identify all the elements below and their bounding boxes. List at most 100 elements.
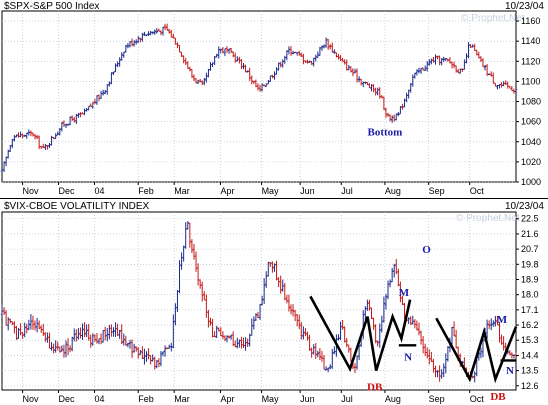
ohlc-bar [85, 324, 88, 338]
y-tick-label: 1080 [521, 97, 541, 107]
x-tick-label: Oct [470, 186, 485, 196]
ohlc-bar [227, 48, 231, 54]
y-tick-label: 1160 [521, 16, 540, 26]
ohlc-bar [514, 89, 518, 93]
ohlc-bar [322, 354, 326, 370]
ohlc-bar [326, 38, 330, 50]
ohlc-bar [399, 106, 402, 115]
y-tick-label: 16.2 [521, 320, 539, 330]
ohlc-bar [467, 42, 470, 59]
ohlc-bar [492, 320, 495, 327]
ohlc-bar [386, 112, 390, 117]
ohlc-bar [25, 132, 28, 139]
ohlc-bar [308, 334, 311, 351]
ohlc-bar [314, 54, 317, 62]
ohlc-bar [318, 347, 322, 361]
ohlc-bar [407, 89, 410, 99]
ohlc-bar [229, 47, 233, 54]
ohlc-bar [64, 123, 68, 128]
ohlc-bar [0, 304, 4, 317]
spx-date: 10/23/04 [505, 1, 544, 12]
y-tick-label: 19.8 [521, 259, 539, 269]
ohlc-bar [380, 95, 384, 99]
ohlc-bar [89, 334, 92, 348]
ohlc-bar [388, 114, 392, 122]
ohlc-bar [2, 307, 6, 315]
ohlc-bar [289, 304, 293, 315]
annotation-label: O [422, 244, 431, 256]
y-tick-label: 18.0 [521, 290, 539, 300]
ohlc-bar [77, 327, 80, 340]
ohlc-bar [15, 134, 18, 138]
vix-date: 10/23/04 [505, 201, 544, 212]
ohlc-bar [114, 63, 117, 73]
ohlc-bar [124, 335, 128, 346]
ohlc-bar [77, 112, 80, 118]
ohlc-bar [190, 239, 194, 254]
ohlc-bar [186, 61, 189, 69]
ohlc-bar [273, 263, 276, 272]
ohlc-bar [6, 317, 10, 331]
ohlc-bar [201, 281, 204, 302]
vix-y-ticks: 12.6 13.5 14.4 15.3 16.2 17.1 18.0 18.9 19.8 20.7… [516, 214, 539, 391]
y-tick-label: 1140 [521, 36, 540, 46]
ohlc-bar [347, 344, 350, 353]
ohlc-bar [413, 72, 417, 79]
ohlc-bar [163, 345, 167, 357]
y-tick-label: 1000 [521, 177, 541, 187]
ohlc-bar [397, 268, 400, 287]
ohlc-bar [118, 57, 121, 67]
vix-watermark: © Prophet.Net [456, 213, 520, 224]
ohlc-bar [260, 83, 264, 92]
ohlc-bar [56, 341, 59, 351]
annotation-label: DB [490, 391, 506, 403]
ohlc-bar [190, 68, 194, 78]
ohlc-bar [254, 313, 258, 321]
ohlc-bar [31, 315, 35, 330]
x-tick-label: Feb [138, 394, 154, 404]
ohlc-bar [368, 299, 371, 311]
ohlc-bar [267, 80, 270, 85]
ohlc-bar [203, 77, 206, 86]
vix-panel: © Prophet.Net M N O DB M N DB $VIX-CBOE VOLATI… [0, 198, 548, 405]
annotation-label: N [506, 365, 514, 377]
y-tick-label: 1040 [521, 137, 541, 147]
ohlc-bar [494, 82, 497, 87]
ohlc-bar [349, 66, 353, 73]
ohlc-bar [409, 316, 412, 325]
ohlc-bar [42, 323, 45, 336]
ohlc-bar [370, 84, 373, 92]
y-tick-label: 18.9 [521, 274, 539, 284]
ohlc-bar [376, 87, 379, 96]
ohlc-bar [463, 59, 466, 70]
ohlc-bar [223, 48, 227, 57]
x-tick-label: 04 [95, 394, 105, 404]
ohlc-bar [246, 70, 249, 73]
ohlc-bar [302, 326, 305, 340]
ohlc-bar [310, 60, 313, 65]
ohlc-bar [139, 37, 142, 43]
ohlc-bar [134, 346, 138, 352]
ohlc-bar [9, 145, 12, 153]
ohlc-bar [25, 323, 28, 334]
ohlc-bar [372, 317, 375, 330]
ohlc-bar [0, 169, 4, 173]
y-tick-label: 14.4 [521, 350, 539, 360]
ohlc-bar [46, 145, 49, 150]
ohlc-bar [409, 83, 412, 93]
ohlc-bar [293, 51, 297, 54]
ohlc-bar [161, 26, 165, 36]
spx-panel: © Prophet.Net Bottom $SPX-S&P 500 Index … [0, 0, 548, 198]
ohlc-bar [236, 337, 239, 349]
ohlc-bar [194, 78, 198, 84]
ohlc-bar [114, 322, 117, 337]
ohlc-bar [161, 351, 165, 357]
y-tick-label: 1020 [521, 157, 541, 167]
x-tick-label: Jun [300, 394, 315, 404]
ohlc-bar [293, 309, 297, 322]
ohlc-bar [496, 315, 499, 326]
ohlc-bar [289, 46, 293, 56]
ohlc-bar [395, 113, 398, 121]
ohlc-bar [434, 54, 437, 65]
